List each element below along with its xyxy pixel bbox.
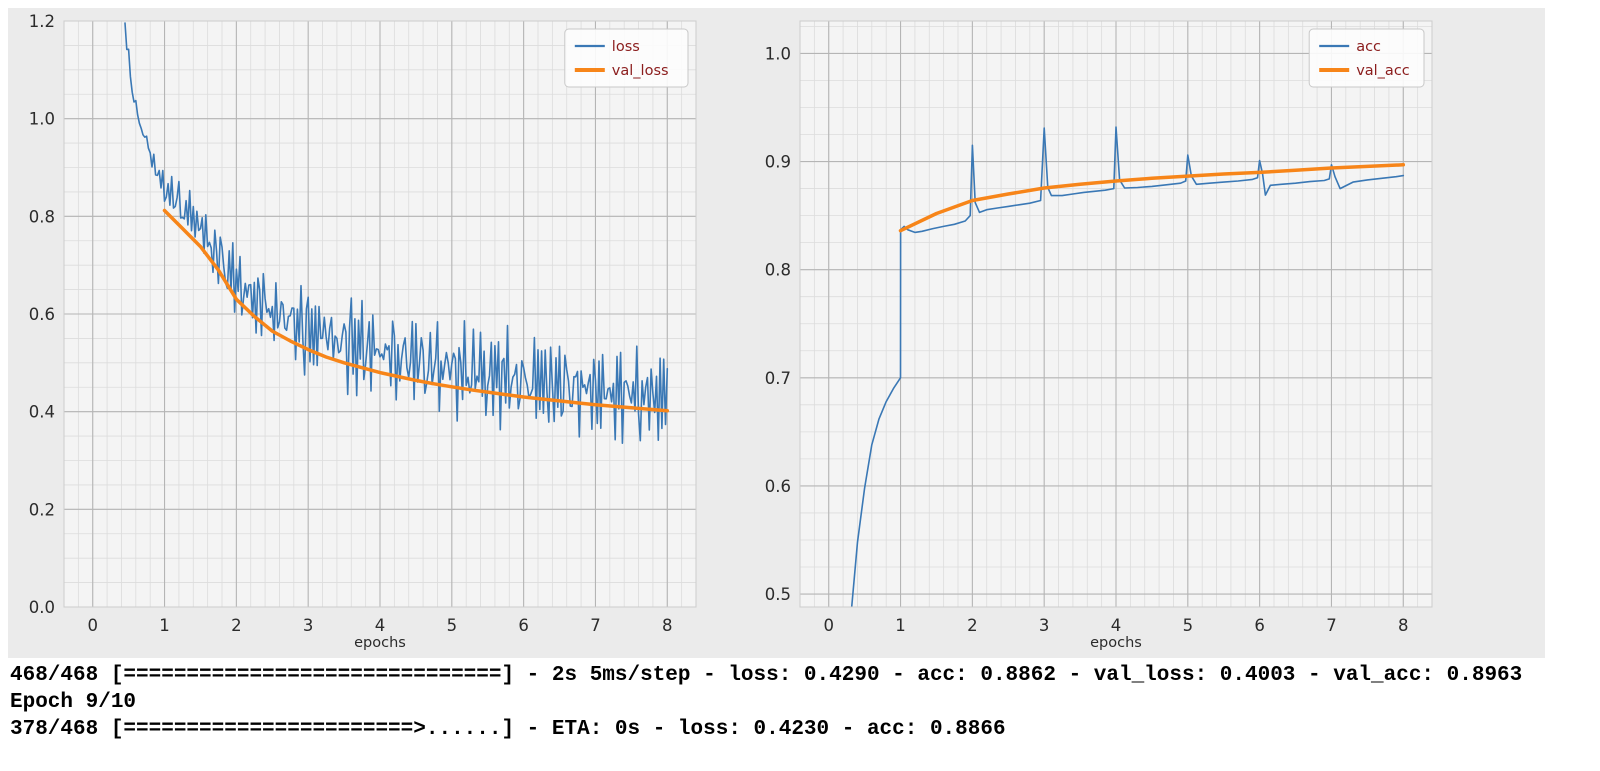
svg-text:2: 2 xyxy=(231,616,242,635)
svg-text:6: 6 xyxy=(1254,616,1265,635)
svg-text:2: 2 xyxy=(967,616,978,635)
svg-text:0.4: 0.4 xyxy=(29,403,55,422)
svg-text:epochs: epochs xyxy=(1090,635,1142,651)
svg-text:0.8: 0.8 xyxy=(29,207,55,226)
svg-text:5: 5 xyxy=(1183,616,1194,635)
svg-text:0: 0 xyxy=(823,616,834,635)
svg-text:1.2: 1.2 xyxy=(29,12,55,31)
svg-text:1: 1 xyxy=(895,616,906,635)
svg-text:0.2: 0.2 xyxy=(29,500,55,519)
svg-text:0.9: 0.9 xyxy=(765,153,791,172)
svg-text:0.6: 0.6 xyxy=(765,477,791,496)
svg-text:0.5: 0.5 xyxy=(765,585,791,604)
training-log: 468/468 [==============================]… xyxy=(8,662,1600,743)
svg-text:7: 7 xyxy=(590,616,601,635)
svg-text:0.7: 0.7 xyxy=(765,369,791,388)
svg-text:8: 8 xyxy=(662,616,673,635)
svg-text:0.6: 0.6 xyxy=(29,305,55,324)
svg-text:0.0: 0.0 xyxy=(29,598,55,617)
accuracy-chart: 0 1 2 3 4 5 6 7 8 0.5 0.6 0.7 0.8 0.9 1.0 epochs acc val_… xyxy=(765,20,1433,651)
log-line-progress-complete: 468/468 [==============================]… xyxy=(10,664,1523,687)
training-curves-figure: 0 1 2 3 4 5 6 7 8 0.0 0.2 0.4 0.6 0.8 1.0 1.2 epochs loss… xyxy=(8,8,1545,658)
svg-text:1.0: 1.0 xyxy=(765,44,791,63)
svg-text:epochs: epochs xyxy=(354,635,406,651)
svg-text:7: 7 xyxy=(1326,616,1337,635)
svg-text:3: 3 xyxy=(303,616,314,635)
svg-text:4: 4 xyxy=(1111,616,1122,635)
svg-text:8: 8 xyxy=(1398,616,1409,635)
svg-text:1: 1 xyxy=(159,616,170,635)
svg-text:5: 5 xyxy=(447,616,458,635)
log-line-epoch: Epoch 9/10 xyxy=(10,691,137,714)
svg-text:1.0: 1.0 xyxy=(29,110,55,129)
svg-text:0.8: 0.8 xyxy=(765,261,791,280)
svg-text:4: 4 xyxy=(375,616,386,635)
log-line-progress-running: 378/468 [=======================>......]… xyxy=(10,718,1006,741)
svg-text:3: 3 xyxy=(1039,616,1050,635)
svg-text:loss: loss xyxy=(612,39,640,55)
svg-text:0: 0 xyxy=(87,616,98,635)
svg-text:val_loss: val_loss xyxy=(612,63,669,79)
svg-text:val_acc: val_acc xyxy=(1356,63,1410,79)
svg-text:6: 6 xyxy=(518,616,529,635)
svg-text:acc: acc xyxy=(1356,39,1381,55)
loss-chart: 0 1 2 3 4 5 6 7 8 0.0 0.2 0.4 0.6 0.8 1.0 1.2 epochs loss… xyxy=(29,12,697,651)
